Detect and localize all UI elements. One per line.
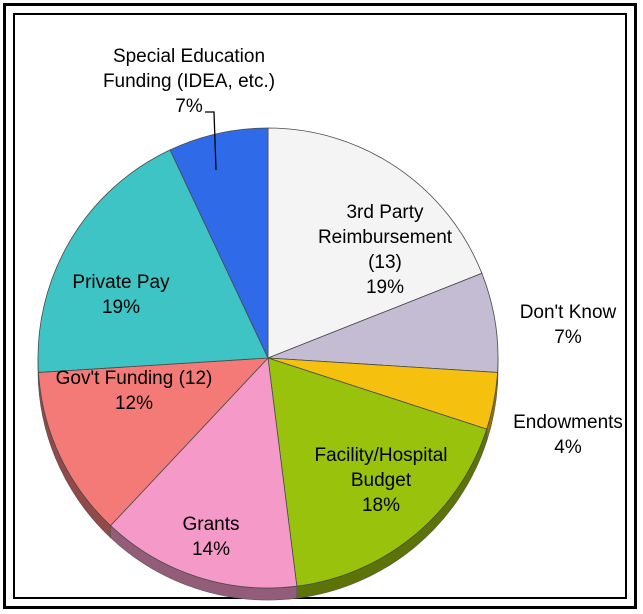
slice-percent: 18% xyxy=(362,495,400,516)
chart-frame-inner xyxy=(13,13,627,599)
slice-label-line: Private Pay xyxy=(72,272,170,293)
slice-percent: 12% xyxy=(115,393,153,414)
pie-slice-4 xyxy=(109,357,298,589)
pie-slice-0 xyxy=(267,127,483,359)
pie-slice-3 xyxy=(267,357,488,587)
slice-label-line: Don't Know xyxy=(520,302,617,323)
pie-slice-1 xyxy=(267,272,499,373)
slice-label-line: Facility/Hospital xyxy=(314,445,447,466)
leader-line xyxy=(205,111,217,171)
pie-slice-7 xyxy=(169,127,269,359)
slice-percent: 19% xyxy=(102,297,140,318)
slice-label-line: (13) xyxy=(368,252,402,273)
slice-label-line: Special Education xyxy=(113,46,265,67)
slice-label-7: Special Education Funding (IDEA, etc.) 7% xyxy=(103,46,275,117)
slice-label-line: Grants xyxy=(182,514,239,535)
slice-percent: 14% xyxy=(192,539,230,560)
slice-label-line: Reimbursement xyxy=(318,227,453,248)
slice-label-line: 3rd Party xyxy=(346,202,424,223)
slice-percent: 7% xyxy=(175,96,203,117)
slice-label-6: Private Pay 19% xyxy=(72,272,170,318)
slice-label-3: Facility/Hospital Budget 18% xyxy=(314,445,447,516)
slice-percent: 19% xyxy=(366,277,404,298)
slice-label-4: Grants 14% xyxy=(182,514,239,560)
chart-frame-outer xyxy=(3,3,637,609)
pie-slice-5 xyxy=(38,357,269,527)
slice-label-0: 3rd Party Reimbursement (13) 19% xyxy=(318,202,453,298)
slice-label-line: Endowments xyxy=(513,412,623,433)
slice-label-1: Don't Know 7% xyxy=(520,302,617,348)
slice-label-5: Gov't Funding (12) 12% xyxy=(56,368,213,414)
slice-percent: 7% xyxy=(554,327,582,348)
slice-label-2: Endowments 4% xyxy=(513,412,623,458)
slice-percent: 4% xyxy=(554,437,582,458)
slice-label-line: Funding (IDEA, etc.) xyxy=(103,71,275,92)
slice-label-line: Budget xyxy=(351,470,412,491)
slice-label-line: Gov't Funding (12) xyxy=(56,368,213,389)
pie-slice-6 xyxy=(37,149,269,373)
